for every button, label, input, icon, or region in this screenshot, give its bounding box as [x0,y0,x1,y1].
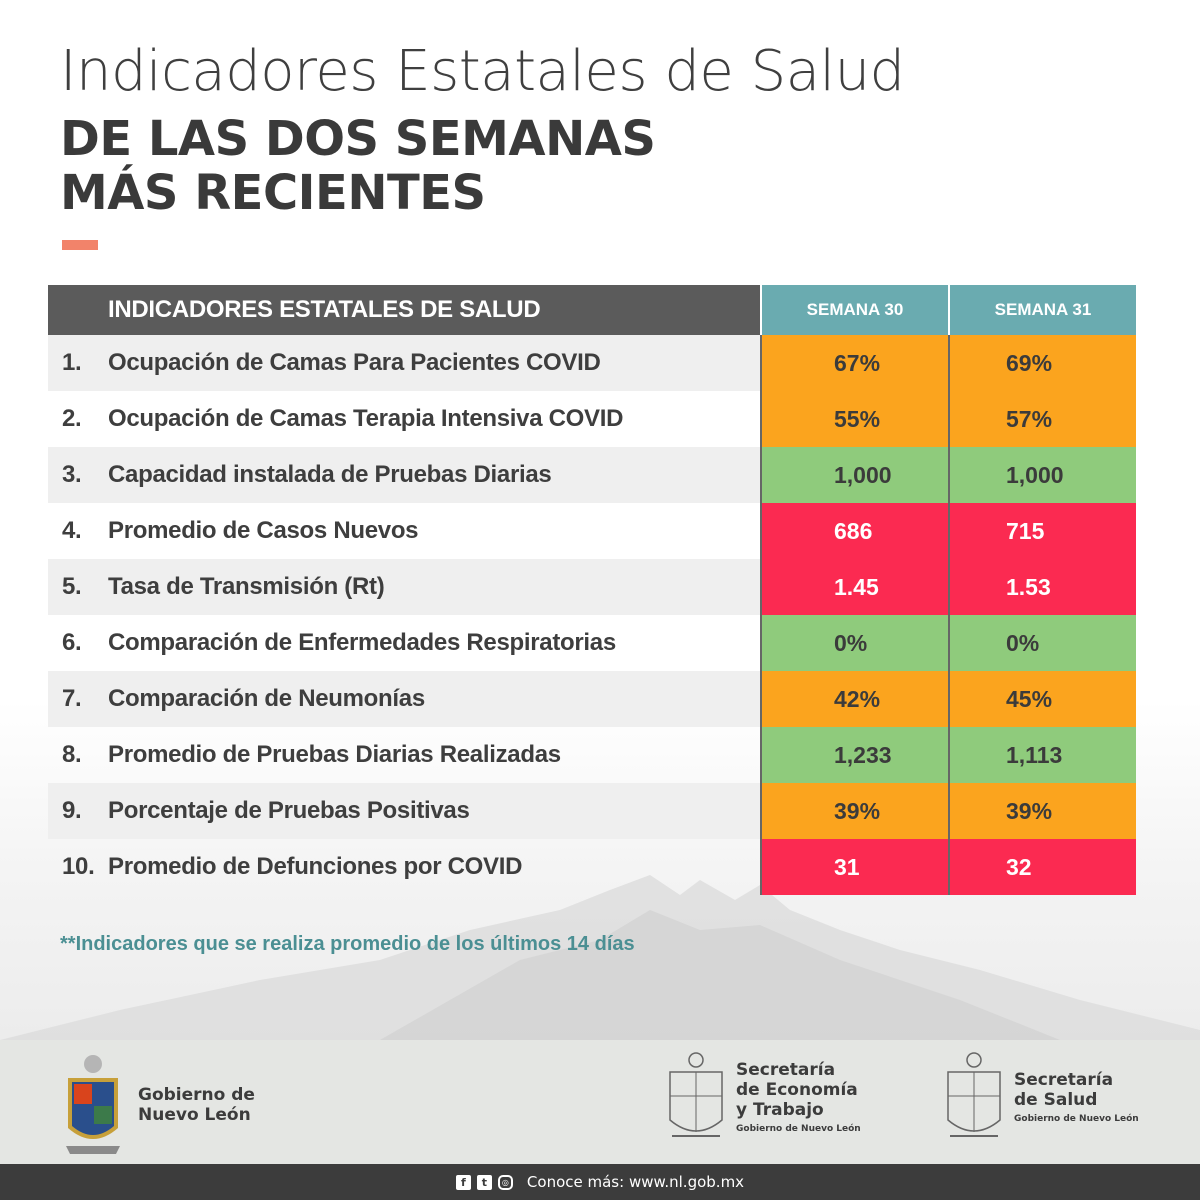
indicator-label: Promedio de Defunciones por COVID [108,853,523,880]
shield-outline-icon [947,1052,1001,1137]
twitter-icon[interactable]: t [476,1174,492,1190]
indicator-number: 8. [62,741,82,768]
logo-secretaria-salud: Secretaría de Salud Gobierno de Nuevo Le… [944,1050,1139,1146]
week-31-value: 39% [948,783,1136,839]
week-30-value: 67% [760,335,948,391]
indicator-label: Tasa de Transmisión (Rt) [108,573,385,600]
header-divider [948,285,950,335]
logo-gob-line2: Nuevo León [138,1105,251,1125]
indicator-label: Capacidad instalada de Pruebas Diarias [108,461,552,488]
table-row: 4. Promedio de Casos Nuevos 686 715 [48,503,1136,559]
bottom-bar: f t ◎ Conoce más: www.nl.gob.mx [0,1164,1200,1200]
indicator-number: 1. [62,349,82,376]
table-row: 7. Comparación de Neumonías 42% 45% [48,671,1136,727]
table-body: 1. Ocupación de Camas Para Pacientes COVI… [48,335,1136,895]
week-31-value: 1,113 [948,727,1136,783]
logo-eco-sub: Gobierno de Nuevo León [736,1124,861,1134]
week-30-value: 1,000 [760,447,948,503]
table-row: 2. Ocupación de Camas Terapia Intensiva C… [48,391,1136,447]
week-30-value: 1,233 [760,727,948,783]
week-30-value: 39% [760,783,948,839]
subtitle-line-1: DE LAS DOS SEMANAS [60,111,656,167]
indicator-cell: 7. Comparación de Neumonías [48,671,760,727]
logo-sal-line2: de Salud [1014,1090,1098,1110]
logo-eco-line1: Secretaría [736,1060,836,1080]
website-link[interactable]: Conoce más: www.nl.gob.mx [526,1173,745,1191]
indicator-label: Comparación de Enfermedades Respiratoria… [108,629,616,656]
week-31-value: 0% [948,615,1136,671]
indicator-cell: 10. Promedio de Defunciones por COVID [48,839,760,895]
week-30-value: 42% [760,671,948,727]
footnote: **Indicadores que se realiza promedio de… [60,933,635,955]
facebook-icon[interactable]: f [455,1174,471,1190]
table-row: 5. Tasa de Transmisión (Rt) 1.45 1.53 [48,559,1136,615]
shield-outline-icon [669,1052,723,1137]
week-31-value: 57% [948,391,1136,447]
indicator-number: 3. [62,461,82,488]
logo-sal-line1: Secretaría [1014,1070,1114,1090]
header-indicators: INDICADORES ESTATALES DE SALUD [48,285,760,335]
week-31-value: 1.53 [948,559,1136,615]
week-31-value: 1,000 [948,447,1136,503]
indicator-cell: 5. Tasa de Transmisión (Rt) [48,559,760,615]
indicator-label: Porcentaje de Pruebas Positivas [108,797,470,824]
indicator-cell: 6. Comparación de Enfermedades Respirator… [48,615,760,671]
header-week-30: SEMANA 30 [762,285,948,335]
table-row: 1. Ocupación de Camas Para Pacientes COVI… [48,335,1136,391]
indicator-cell: 8. Promedio de Pruebas Diarias Realizadas [48,727,760,783]
table-row: 6. Comparación de Enfermedades Respirator… [48,615,1136,671]
subtitle-line-2: MÁS RECIENTES [60,165,486,221]
week-30-value: 0% [760,615,948,671]
indicator-cell: 4. Promedio de Casos Nuevos [48,503,760,559]
table-header: INDICADORES ESTATALES DE SALUD SEMANA 30… [48,285,1136,335]
instagram-icon[interactable]: ◎ [497,1174,513,1190]
indicators-table: INDICADORES ESTATALES DE SALUD SEMANA 30… [48,285,1136,895]
social-icons: f t ◎ [455,1174,513,1190]
week-31-value: 45% [948,671,1136,727]
indicator-cell: 2. Ocupación de Camas Terapia Intensiva C… [48,391,760,447]
week-30-value: 31 [760,839,948,895]
indicator-number: 7. [62,685,82,712]
accent-bar [62,240,98,250]
logo-secretaria-economia: Secretaría de Economía y Trabajo Gobiern… [666,1050,861,1146]
logo-gobierno-nuevo-leon: Gobierno de Nuevo León [62,1050,255,1160]
mountain-silhouette [0,875,1200,1040]
indicator-label: Promedio de Pruebas Diarias Realizadas [108,741,561,768]
logo-eco-line3: y Trabajo [736,1100,824,1120]
week-31-value: 32 [948,839,1136,895]
indicator-cell: 1. Ocupación de Camas Para Pacientes COVI… [48,335,760,391]
header-divider [760,285,762,335]
week-31-value: 715 [948,503,1136,559]
table-row: 3. Capacidad instalada de Pruebas Diarias… [48,447,1136,503]
week-31-value: 69% [948,335,1136,391]
page-title: Indicadores Estatales de Salud [60,39,905,104]
indicator-number: 4. [62,517,82,544]
indicator-number: 9. [62,797,82,824]
indicator-number: 10. [62,853,95,880]
indicator-label: Promedio de Casos Nuevos [108,517,419,544]
logo-gob-line1: Gobierno de [138,1085,255,1105]
indicator-number: 2. [62,405,82,432]
header-week-31: SEMANA 31 [950,285,1136,335]
indicator-label: Comparación de Neumonías [108,685,425,712]
indicator-number: 5. [62,573,82,600]
indicator-label: Ocupación de Camas Para Pacientes COVID [108,349,601,376]
indicator-label: Ocupación de Camas Terapia Intensiva COV… [108,405,624,432]
week-30-value: 686 [760,503,948,559]
logo-eco-line2: de Economía [736,1080,858,1100]
page-subtitle: DE LAS DOS SEMANAS MÁS RECIENTES [60,112,1160,220]
table-row: 9. Porcentaje de Pruebas Positivas 39% 39% [48,783,1136,839]
table-row: 10. Promedio de Defunciones por COVID 31 32 [48,839,1136,895]
week-30-value: 1.45 [760,559,948,615]
indicator-number: 6. [62,629,82,656]
indicator-cell: 3. Capacidad instalada de Pruebas Diarias [48,447,760,503]
coat-of-arms-icon [66,1055,120,1154]
indicator-cell: 9. Porcentaje de Pruebas Positivas [48,783,760,839]
table-row: 8. Promedio de Pruebas Diarias Realizadas… [48,727,1136,783]
week-30-value: 55% [760,391,948,447]
logo-sal-sub: Gobierno de Nuevo León [1014,1114,1139,1124]
